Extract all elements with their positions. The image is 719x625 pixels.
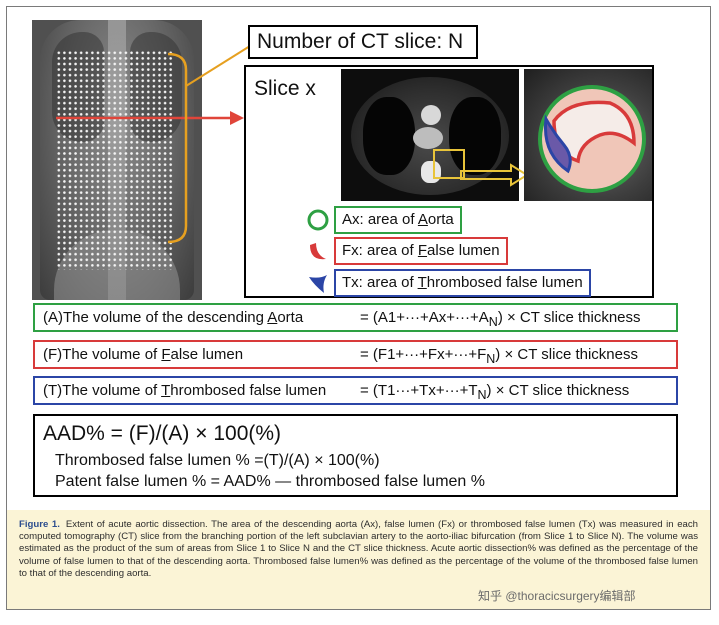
formula-lhs-end: orta (277, 309, 304, 326)
legend-thrombosed-box: Tx: area of Thrombosed false lumen (334, 269, 591, 297)
legend-text-end: alse lumen (427, 242, 500, 259)
formula-lhs-end: alse lumen (170, 346, 244, 363)
patent-percent-formula: Patent false lumen % = AAD% — thrombosed… (55, 473, 485, 490)
formula-rhs-end: ) × CT slice thickness (486, 382, 630, 399)
formula-lhs-text: (T)The volume of (43, 382, 162, 399)
slice-panel: Slice x Ax: area of Aorta Fx: area (244, 65, 654, 298)
right-lung (449, 97, 501, 175)
legend-underlined: F (417, 242, 428, 259)
aorta-segmentation (538, 85, 646, 193)
formula-rhs-sub: N (486, 352, 496, 366)
formula-rhs-end: ) × CT slice thickness (497, 309, 641, 326)
zoom-arrow-icon (460, 163, 529, 187)
blue-wedge-icon (309, 275, 327, 293)
formula-rhs: = (A1+···+Ax+···+AN) × CT slice thicknes… (360, 305, 641, 335)
legend-aorta-box: Ax: area of Aorta (334, 206, 462, 234)
thrombosed-percent-formula: Thrombosed false lumen % =(T)/(A) × 100(… (55, 452, 380, 469)
slice-dot-grid (56, 50, 174, 270)
formula-rhs: = (T1···+Tx+···+TN) × CT slice thickness (360, 378, 629, 408)
left-lung (363, 97, 415, 175)
slice-label: Slice x (254, 77, 316, 100)
formula-lhs: (T)The volume of Thrombosed false lumen (43, 378, 326, 403)
formula-lhs: (F)The volume of False lumen (43, 342, 243, 367)
formula-lhs-underlined: T (161, 382, 171, 399)
aad-definition-box: AAD% = (F)/(A) × 100(%) Thrombosed false… (33, 414, 678, 497)
legend-text-end: hrombosed false lumen (426, 274, 583, 291)
ct-zoomed-image (524, 69, 652, 201)
legend-false-lumen-box: Fx: area of False lumen (334, 237, 508, 265)
legend-text: Fx: area of (342, 242, 418, 259)
formula-lhs-text: (A)The volume of the descending (43, 309, 268, 326)
false-lumen-outline (552, 100, 636, 164)
ascending-aorta (421, 105, 441, 125)
legend-underlined: A (417, 211, 428, 228)
legend-text: Tx: area of (342, 274, 418, 291)
formula-lhs-underlined: F (161, 346, 171, 363)
watermark: 知乎 @thoracicsurgery编辑部 (478, 589, 636, 603)
thrombosed-lumen-outline (543, 114, 572, 174)
aad-formula: AAD% = (F)/(A) × 100(%) (43, 422, 282, 445)
formula-lhs-underlined: A (267, 309, 278, 326)
legend-underlined: T (417, 274, 427, 291)
formula-rhs-text: = (A1+···+Ax+···+A (360, 309, 489, 326)
zoom-region-box (433, 149, 465, 179)
ct-axial-image (341, 69, 519, 201)
caption-text: Extent of acute aortic dissection. The a… (19, 519, 698, 579)
formula-rhs: = (F1+···+Fx+···+FN) × CT slice thicknes… (360, 342, 638, 372)
green-circle-icon (307, 209, 329, 231)
formula-thrombosed-volume: (T)The volume of Thrombosed false lumen … (33, 376, 678, 405)
formula-lhs-text: (F)The volume of (43, 346, 162, 363)
red-crescent-icon (310, 243, 326, 260)
formula-rhs-sub: N (488, 315, 498, 329)
formula-lhs-end: hrombosed false lumen (170, 382, 327, 399)
formula-false-lumen-volume: (F)The volume of False lumen = (F1+···+F… (33, 340, 678, 369)
pulmonary-artery (413, 127, 443, 149)
formula-rhs-text: = (F1+···+Fx+···+F (360, 346, 487, 363)
ct-topogram-image (32, 20, 202, 300)
number-of-slices-box: Number of CT slice: N (248, 25, 478, 59)
figure-label: Figure 1. (19, 519, 60, 530)
legend-text-end: orta (427, 211, 454, 228)
formula-rhs-text: = (T1···+Tx+···+T (360, 382, 478, 399)
formula-rhs-end: ) × CT slice thickness (495, 346, 638, 363)
formula-lhs: (A)The volume of the descending Aorta (43, 305, 303, 330)
figure-caption: Figure 1. Extent of acute aortic dissecti… (7, 510, 710, 609)
legend-text: Ax: area of (342, 211, 418, 228)
formula-aorta-volume: (A)The volume of the descending Aorta = … (33, 303, 678, 332)
formula-rhs-sub: N (477, 388, 487, 402)
